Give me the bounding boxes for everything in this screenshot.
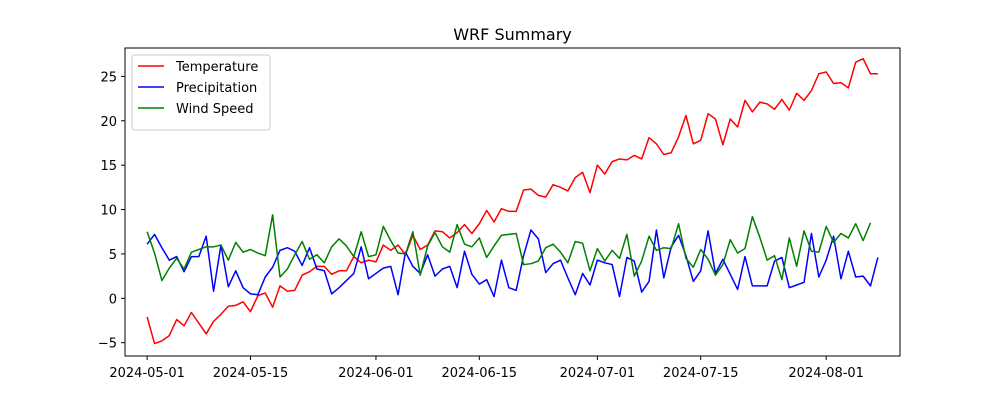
x-tick-label: 2024-06-01 xyxy=(338,366,414,381)
x-tick-label: 2024-05-01 xyxy=(109,366,185,381)
y-tick-label: 0 xyxy=(109,292,117,307)
y-tick-label: −5 xyxy=(98,337,117,352)
series-line-wind-speed xyxy=(146,214,872,282)
y-tick-label: 25 xyxy=(100,70,117,85)
y-tick-label: 15 xyxy=(100,159,117,174)
series-line-precipitation xyxy=(146,229,879,298)
x-axis: 2024-05-01 2024-05-15 2024-06-01 2024-06-15… xyxy=(109,356,864,381)
x-tick-label: 2024-06-15 xyxy=(442,366,518,381)
x-tick-label: 2024-05-15 xyxy=(213,366,289,381)
legend-label: Wind Speed xyxy=(176,102,254,117)
legend-box xyxy=(131,54,271,131)
y-tick-label: 20 xyxy=(100,115,117,130)
series-line-temperature xyxy=(146,57,878,345)
legend: Temperature Precipitation Wind Speed xyxy=(131,54,271,131)
series-layer xyxy=(146,57,879,345)
y-tick-label: 10 xyxy=(100,204,117,219)
plot-frame xyxy=(124,47,901,357)
legend-label: Temperature xyxy=(175,60,258,75)
legend-label: Precipitation xyxy=(176,81,257,96)
y-tick-label: 5 xyxy=(109,248,117,263)
x-tick-label: 2024-07-15 xyxy=(663,366,739,381)
x-tick-label: 2024-07-01 xyxy=(560,366,636,381)
chart-title: WRF Summary xyxy=(453,25,572,44)
x-tick-label: 2024-08-01 xyxy=(788,366,864,381)
y-axis: −5 0 5 10 15 20 25 xyxy=(98,70,125,352)
